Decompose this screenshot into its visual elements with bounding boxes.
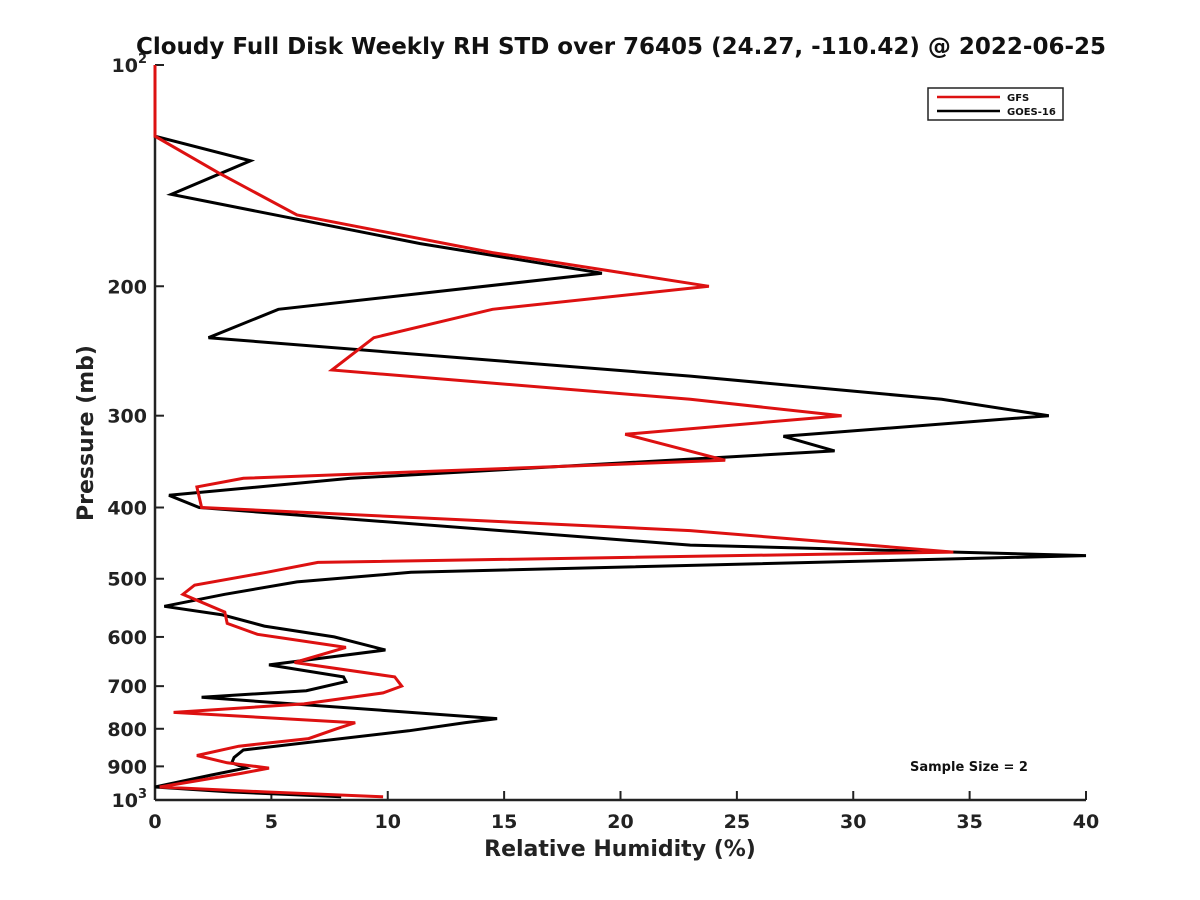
y-tick-label: 500 <box>107 569 147 591</box>
x-tick-label: 25 <box>724 811 750 833</box>
y-tick-label: 102 <box>112 52 148 77</box>
x-tick-label: 5 <box>265 811 278 833</box>
y-ticks: 102 200 300 400 500 600 700 800 900 103 <box>107 52 164 812</box>
y-tick-label: 300 <box>107 406 147 428</box>
series-line-goes16 <box>153 65 1087 799</box>
x-tick-label: 10 <box>375 811 401 833</box>
y-tick-label: 800 <box>107 719 147 741</box>
plot-area <box>153 65 1086 802</box>
y-tick-label: 600 <box>107 627 147 649</box>
x-axis-label: Relative Humidity (%) <box>484 837 756 862</box>
series-layer <box>153 64 1087 799</box>
series-line-gfs <box>153 65 954 799</box>
chart-title: Cloudy Full Disk Weekly RH STD over 7640… <box>136 34 1106 60</box>
legend-label-gfs: GFS <box>1007 93 1029 104</box>
x-tick-label: 40 <box>1073 811 1099 833</box>
x-ticks: 0 5 10 15 20 25 30 35 40 <box>148 791 1099 833</box>
y-tick-label: 103 <box>112 787 148 812</box>
y-axis-label: Pressure (mb) <box>74 345 99 521</box>
legend: GFS GOES-16 <box>927 87 1064 121</box>
y-tick-label: 200 <box>107 276 147 298</box>
x-tick-label: 35 <box>956 811 982 833</box>
y-tick-label: 400 <box>107 498 147 520</box>
sample-size-annotation: Sample Size = 2 <box>910 760 1028 775</box>
x-tick-label: 30 <box>840 811 866 833</box>
legend-label-goes16: GOES-16 <box>1007 107 1056 118</box>
x-tick-label: 20 <box>607 811 633 833</box>
x-tick-label: 15 <box>491 811 517 833</box>
y-tick-label: 700 <box>107 676 147 698</box>
x-tick-label: 0 <box>148 811 161 833</box>
legend-box <box>927 87 1064 121</box>
y-tick-label: 900 <box>107 756 147 778</box>
